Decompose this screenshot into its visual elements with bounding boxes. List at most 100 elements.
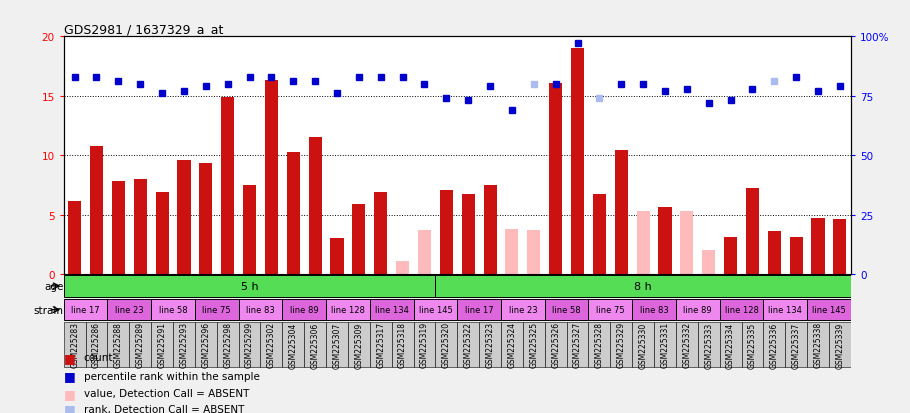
Bar xyxy=(90,146,103,274)
Text: rank, Detection Call = ABSENT: rank, Detection Call = ABSENT xyxy=(84,404,244,413)
Bar xyxy=(129,322,151,368)
Bar xyxy=(435,322,457,368)
Text: line 58: line 58 xyxy=(552,305,581,314)
Bar xyxy=(589,322,611,368)
Bar xyxy=(107,299,151,320)
Bar xyxy=(763,299,807,320)
Bar xyxy=(304,322,326,368)
Text: GSM225286: GSM225286 xyxy=(92,322,101,368)
Text: ■: ■ xyxy=(64,402,76,413)
Bar xyxy=(282,322,304,368)
Bar xyxy=(282,299,326,320)
Text: line 89: line 89 xyxy=(683,305,713,314)
Bar xyxy=(676,322,698,368)
Text: GSM225323: GSM225323 xyxy=(486,322,494,368)
Text: ■: ■ xyxy=(64,387,76,400)
Bar xyxy=(632,322,654,368)
Text: line 128: line 128 xyxy=(331,305,365,314)
Bar xyxy=(64,322,86,368)
Bar xyxy=(681,211,693,274)
Bar xyxy=(199,164,212,274)
Text: GSM225288: GSM225288 xyxy=(114,322,123,368)
Text: GSM225338: GSM225338 xyxy=(814,322,823,368)
Bar xyxy=(571,49,584,274)
Text: line 23: line 23 xyxy=(509,305,537,314)
Bar xyxy=(151,322,173,368)
Bar xyxy=(330,239,344,274)
Bar xyxy=(611,322,632,368)
Bar xyxy=(413,322,435,368)
Text: GSM225324: GSM225324 xyxy=(508,322,517,368)
Bar xyxy=(501,299,545,320)
Text: line 83: line 83 xyxy=(640,305,669,314)
Text: GSM225283: GSM225283 xyxy=(70,322,79,368)
Text: GSM225289: GSM225289 xyxy=(136,322,145,368)
Bar xyxy=(265,81,278,274)
Text: GSM225334: GSM225334 xyxy=(726,321,735,368)
Text: line 75: line 75 xyxy=(596,305,624,314)
Bar xyxy=(720,322,742,368)
Bar xyxy=(238,322,260,368)
Bar xyxy=(614,151,628,274)
Bar xyxy=(457,322,480,368)
Bar xyxy=(785,322,807,368)
Text: count: count xyxy=(84,352,113,362)
Text: line 128: line 128 xyxy=(724,305,758,314)
Bar xyxy=(589,299,632,320)
Text: GSM225326: GSM225326 xyxy=(551,322,561,368)
Text: line 89: line 89 xyxy=(290,305,318,314)
Bar xyxy=(461,195,475,274)
Bar xyxy=(742,322,763,368)
Bar xyxy=(457,299,501,320)
Text: line 17: line 17 xyxy=(465,305,493,314)
Text: line 75: line 75 xyxy=(202,305,231,314)
Bar xyxy=(396,261,410,274)
Bar xyxy=(703,251,715,274)
Text: GSM225291: GSM225291 xyxy=(157,322,167,368)
Bar xyxy=(68,202,81,274)
Text: GSM225333: GSM225333 xyxy=(704,321,713,368)
Text: GSM225339: GSM225339 xyxy=(835,321,844,368)
Text: GSM225327: GSM225327 xyxy=(573,322,582,368)
Text: GSM225335: GSM225335 xyxy=(748,321,757,368)
Bar xyxy=(720,299,763,320)
Text: GSM225330: GSM225330 xyxy=(639,321,648,368)
Text: strain: strain xyxy=(34,305,64,315)
Text: line 83: line 83 xyxy=(246,305,275,314)
Text: GSM225329: GSM225329 xyxy=(617,322,626,368)
Text: GSM225307: GSM225307 xyxy=(332,321,341,368)
Bar xyxy=(195,299,238,320)
Bar xyxy=(238,299,282,320)
Bar xyxy=(545,322,567,368)
Text: GSM225304: GSM225304 xyxy=(288,321,298,368)
Text: percentile rank within the sample: percentile rank within the sample xyxy=(84,371,259,381)
Bar xyxy=(352,204,366,274)
Bar xyxy=(435,275,851,297)
Bar xyxy=(64,299,107,320)
Bar xyxy=(698,322,720,368)
Text: line 23: line 23 xyxy=(115,305,144,314)
Bar xyxy=(549,83,562,274)
Bar xyxy=(807,299,851,320)
Bar xyxy=(369,322,391,368)
Bar xyxy=(567,322,589,368)
Bar xyxy=(217,322,238,368)
Bar xyxy=(156,192,168,274)
Bar xyxy=(505,229,519,274)
Text: GSM225309: GSM225309 xyxy=(354,321,363,368)
Text: GSM225299: GSM225299 xyxy=(245,322,254,368)
Bar xyxy=(632,299,676,320)
Text: 5 h: 5 h xyxy=(241,281,258,291)
Text: line 134: line 134 xyxy=(375,305,409,314)
Bar xyxy=(413,299,457,320)
Bar xyxy=(326,299,369,320)
Text: GSM225325: GSM225325 xyxy=(530,322,539,368)
Bar xyxy=(391,322,413,368)
Text: GSM225319: GSM225319 xyxy=(420,322,429,368)
Text: ■: ■ xyxy=(64,351,76,364)
Text: line 145: line 145 xyxy=(812,305,846,314)
Bar xyxy=(523,322,545,368)
Text: line 145: line 145 xyxy=(419,305,452,314)
Bar xyxy=(654,322,676,368)
Bar xyxy=(483,185,497,274)
